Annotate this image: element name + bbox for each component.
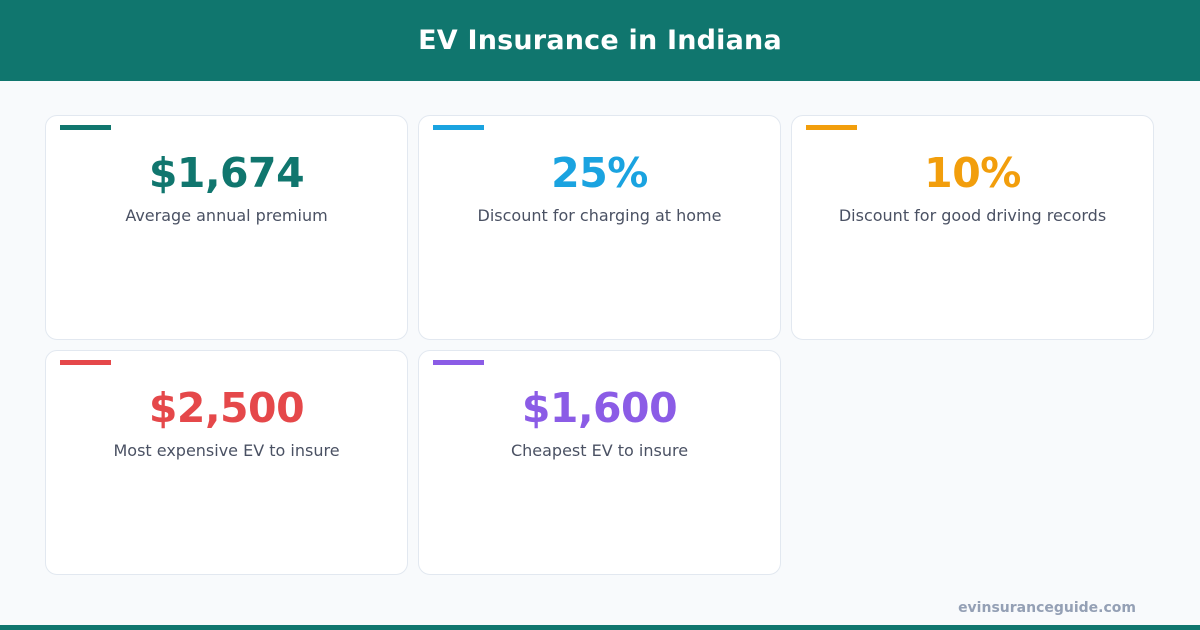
stat-label: Cheapest EV to insure	[510, 441, 689, 460]
site-attribution: evinsuranceguide.com	[958, 600, 1136, 616]
stat-value: $2,500	[148, 384, 305, 432]
card-accent-bar	[433, 125, 484, 130]
stat-label: Discount for good driving records	[838, 206, 1107, 225]
stat-card-average-premium: $1,674 Average annual premium	[45, 115, 408, 340]
card-accent-bar	[806, 125, 857, 130]
stat-card-most-expensive-ev: $2,500 Most expensive EV to insure	[45, 350, 408, 575]
card-accent-bar	[433, 360, 484, 365]
stat-value: 25%	[551, 149, 648, 197]
stat-value: $1,600	[521, 384, 678, 432]
stat-label: Average annual premium	[125, 206, 328, 225]
stat-label: Discount for charging at home	[477, 206, 722, 225]
stat-card-good-driving-discount: 10% Discount for good driving records	[791, 115, 1154, 340]
page-title: EV Insurance in Indiana	[418, 25, 782, 56]
stat-card-home-charging-discount: 25% Discount for charging at home	[418, 115, 781, 340]
header-banner: EV Insurance in Indiana	[0, 0, 1200, 81]
stat-value: $1,674	[148, 149, 305, 197]
card-accent-bar	[60, 125, 111, 130]
stat-card-cheapest-ev: $1,600 Cheapest EV to insure	[418, 350, 781, 575]
stat-label: Most expensive EV to insure	[113, 441, 340, 460]
bottom-accent-bar	[0, 625, 1200, 630]
stat-value: 10%	[924, 149, 1021, 197]
card-accent-bar	[60, 360, 111, 365]
